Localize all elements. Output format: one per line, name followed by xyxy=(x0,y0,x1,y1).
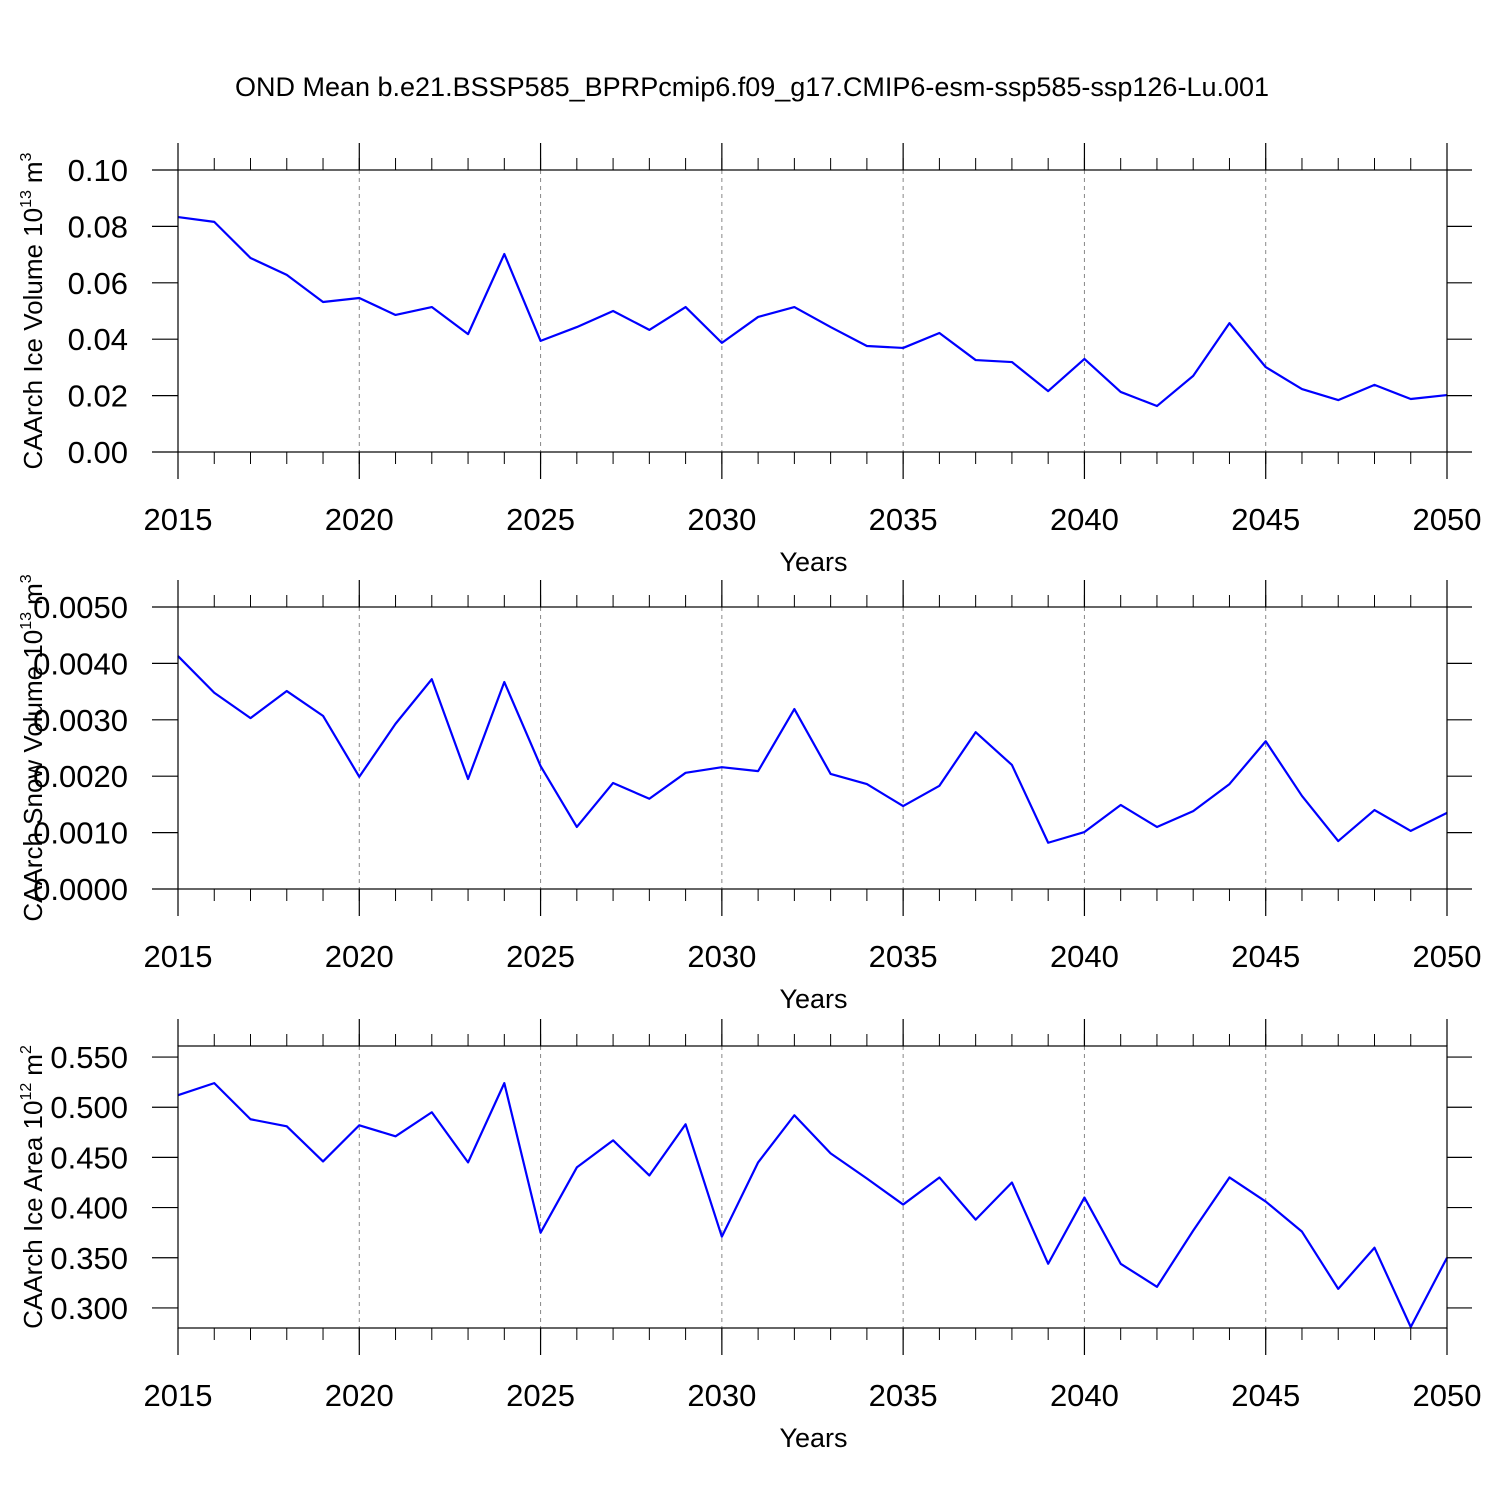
panel: 2015 2020 2025 2030 2035 2040 2045 2050 0.0000 0.… xyxy=(18,574,1481,1014)
plot-frame xyxy=(177,169,1448,453)
figure-title: OND Mean b.e21.BSSP585_BPRPcmip6.f09_g17… xyxy=(235,72,1269,102)
y-label-exp: 13 xyxy=(18,612,35,630)
y-tick-label: 0.0000 xyxy=(33,872,128,907)
panel: 2015 2020 2025 2030 2035 2040 2045 2050 0.00 0.02… xyxy=(18,143,1481,577)
y-tick-label: 0.08 xyxy=(68,209,128,244)
y-label-text: CAArch Snow Volume 10 xyxy=(18,630,48,922)
x-tick-label: 2025 xyxy=(506,939,575,974)
panel: 2015 2020 2025 2030 2035 2040 2045 2050 0.300 0.3… xyxy=(18,1019,1481,1453)
y-label-unit-exp: 2 xyxy=(18,1045,35,1054)
y-tick-label: 0.550 xyxy=(50,1040,128,1075)
y-tick-label: 0.0010 xyxy=(33,816,128,851)
x-tick-label: 2035 xyxy=(869,502,938,537)
x-tick-label: 2015 xyxy=(144,502,213,537)
y-axis-label: CAArch Ice Area 1012 m2 xyxy=(18,1045,48,1329)
y-tick-label: 0.06 xyxy=(68,266,128,301)
y-tick-label: 0.0030 xyxy=(33,703,128,738)
x-tick-label: 2040 xyxy=(1050,1378,1119,1413)
y-axis-label: CAArch Snow Volume 1013 m3 xyxy=(18,574,48,921)
y-tick-label: 0.00 xyxy=(68,435,128,470)
x-tick-label: 2030 xyxy=(687,939,756,974)
x-axis-label: Years xyxy=(779,547,847,577)
x-axis-label: Years xyxy=(779,984,847,1014)
x-tick-label: 2050 xyxy=(1413,939,1482,974)
y-label-text: CAArch Ice Area 10 xyxy=(18,1101,48,1329)
x-tick-label: 2045 xyxy=(1231,502,1300,537)
x-tick-label: 2045 xyxy=(1231,939,1300,974)
y-tick-label: 0.350 xyxy=(50,1241,128,1276)
x-tick-label: 2040 xyxy=(1050,939,1119,974)
x-tick-label: 2045 xyxy=(1231,1378,1300,1413)
y-tick-label: 0.02 xyxy=(68,379,128,414)
data-line xyxy=(177,216,1448,408)
x-tick-label: 2050 xyxy=(1413,502,1482,537)
x-tick-label: 2035 xyxy=(869,1378,938,1413)
y-axis-label: CAArch Ice Volume 1013 m3 xyxy=(18,152,48,469)
y-label-exp: 13 xyxy=(18,190,35,208)
x-tick-label: 2030 xyxy=(687,1378,756,1413)
y-tick-label: 0.0020 xyxy=(33,759,128,794)
y-label-exp: 12 xyxy=(18,1083,35,1101)
x-tick-label: 2050 xyxy=(1413,1378,1482,1413)
x-tick-label: 2030 xyxy=(687,502,756,537)
y-label-unit-exp: 3 xyxy=(18,152,35,161)
x-tick-label: 2015 xyxy=(144,939,213,974)
y-label-text: CAArch Ice Volume 10 xyxy=(18,208,48,470)
x-tick-label: 2035 xyxy=(869,939,938,974)
y-label-unit-exp: 3 xyxy=(18,574,35,583)
x-tick-label: 2020 xyxy=(325,502,394,537)
x-tick-label: 2020 xyxy=(325,939,394,974)
y-tick-label: 0.500 xyxy=(50,1090,128,1125)
x-tick-label: 2025 xyxy=(506,502,575,537)
x-tick-label: 2040 xyxy=(1050,502,1119,537)
y-label-unit: m xyxy=(18,1054,48,1076)
y-tick-label: 0.400 xyxy=(50,1191,128,1226)
x-axis-label: Years xyxy=(779,1423,847,1453)
y-tick-label: 0.0050 xyxy=(33,590,128,625)
data-line xyxy=(177,1082,1448,1329)
data-line xyxy=(177,655,1448,844)
y-tick-label: 0.04 xyxy=(68,322,128,357)
y-tick-label: 0.0040 xyxy=(33,646,128,681)
x-tick-label: 2020 xyxy=(325,1378,394,1413)
plot-frame xyxy=(177,1045,1448,1329)
y-label-unit: m xyxy=(18,161,48,183)
y-tick-label: 0.450 xyxy=(50,1140,128,1175)
x-tick-label: 2025 xyxy=(506,1378,575,1413)
y-tick-label: 0.10 xyxy=(68,153,128,188)
y-label-unit: m xyxy=(18,583,48,605)
plot-frame xyxy=(177,606,1448,890)
x-tick-label: 2015 xyxy=(144,1378,213,1413)
y-tick-label: 0.300 xyxy=(50,1291,128,1326)
